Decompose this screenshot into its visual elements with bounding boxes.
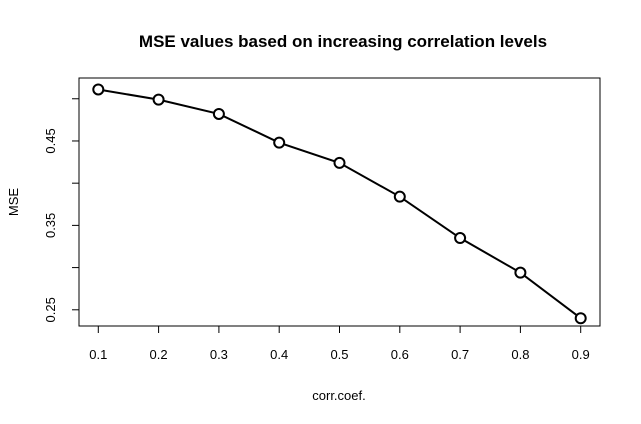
x-tick-label: 0.6 [391,347,409,362]
chart-title: MSE values based on increasing correlati… [139,32,547,51]
y-tick-label: 0.45 [43,128,58,153]
x-tick-label: 0.8 [511,347,529,362]
x-tick-label: 0.4 [270,347,288,362]
x-tick-label: 0.5 [330,347,348,362]
data-point [454,232,467,245]
y-axis: 0.25 0.35 0.45 [43,98,80,322]
data-point [152,93,165,106]
data-point [574,312,587,325]
data-point [333,156,346,169]
x-tick-label: 0.9 [572,347,590,362]
x-tick-label: 0.1 [89,347,107,362]
data-point [92,83,105,96]
y-tick-label: 0.35 [43,213,58,238]
data-point [212,107,225,120]
series-line [98,88,582,320]
x-axis: 0.1 0.2 0.3 0.4 0.5 0.6 0.7 0.8 0.9 [89,325,590,362]
y-tick-label: 0.25 [43,297,58,322]
x-axis-label: corr.coef. [312,388,365,403]
x-tick-label: 0.3 [210,347,228,362]
data-point [393,190,406,203]
x-tick-label: 0.7 [451,347,469,362]
x-tick-label: 0.2 [150,347,168,362]
plot-frame [78,77,601,327]
data-point [514,266,527,279]
data-point [273,136,286,149]
series-layer [92,83,587,325]
y-axis-label: MSE [6,188,21,217]
